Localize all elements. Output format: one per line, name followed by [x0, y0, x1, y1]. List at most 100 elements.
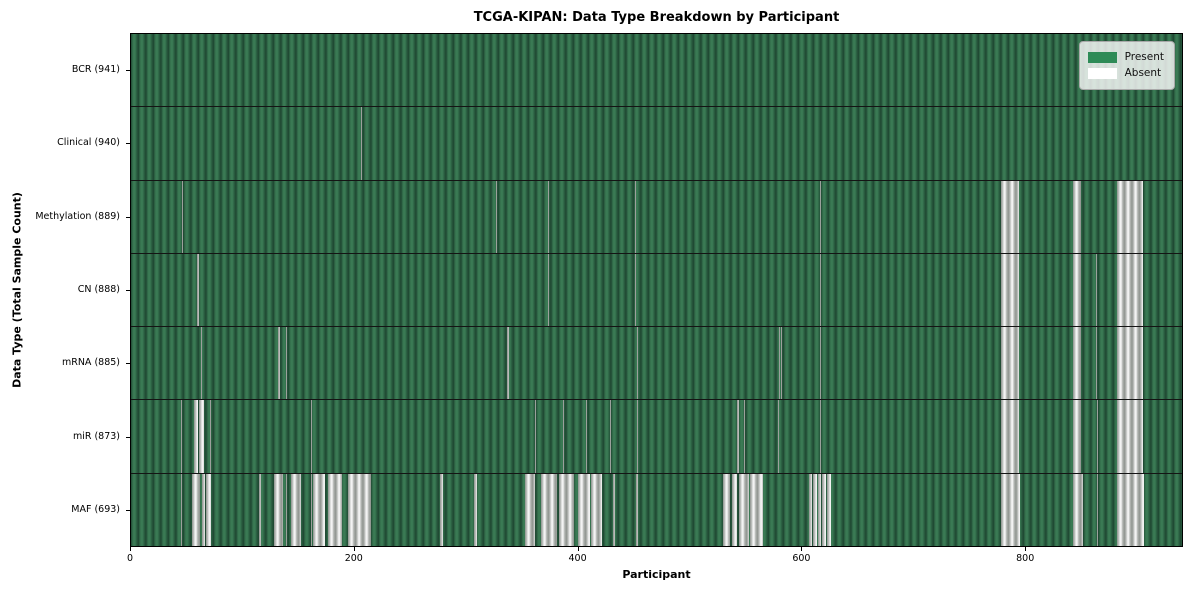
xtick-label-200: 200 — [344, 553, 363, 564]
absent-stripe — [181, 473, 183, 546]
absent-stripe — [547, 253, 549, 327]
absent-stripe — [181, 400, 183, 473]
absent-stripe — [1095, 253, 1098, 327]
row-maf — [131, 472, 1182, 546]
absent-stripe — [310, 400, 312, 473]
absent-stripe — [613, 473, 615, 546]
absent-stripe — [820, 400, 822, 473]
absent-stripe — [781, 327, 783, 400]
ytick-mark — [126, 290, 130, 291]
absent-stripe — [347, 473, 372, 546]
xtick-label-800: 800 — [1016, 553, 1035, 564]
absent-stripe — [777, 400, 779, 473]
absent-stripe — [1117, 473, 1145, 546]
absent-stripe — [820, 180, 822, 253]
absent-stripe — [591, 473, 603, 546]
legend-entry-absent: Absent — [1087, 67, 1164, 80]
absent-stripe — [635, 473, 639, 546]
absent-stripe — [273, 473, 283, 546]
absent-stripe — [1001, 327, 1019, 400]
ytick-label-methylation: Methylation (889) — [35, 210, 120, 222]
xtick-mark — [801, 547, 803, 551]
absent-stripe — [259, 473, 261, 546]
xtick-mark — [577, 547, 579, 551]
chart-title: TCGA-KIPAN: Data Type Breakdown by Parti… — [473, 10, 840, 25]
row-clinical — [131, 106, 1182, 180]
absent-stripe — [1001, 473, 1021, 546]
absent-stripe — [1117, 327, 1143, 400]
absent-stripe — [496, 180, 498, 253]
ytick-mark — [126, 363, 130, 365]
absent-stripe — [778, 327, 780, 400]
legend-patch-absent — [1087, 68, 1117, 79]
absent-stripe — [182, 180, 184, 253]
absent-stripe — [822, 473, 826, 546]
xtick-mark — [353, 547, 355, 551]
absent-stripe — [808, 473, 813, 546]
legend-patch-present — [1087, 52, 1117, 63]
absent-stripe — [1072, 473, 1083, 546]
row-mir — [131, 399, 1182, 473]
xtick-label-0: 0 — [126, 553, 134, 564]
heatmap-rows — [131, 34, 1182, 546]
xtick-mark — [130, 547, 131, 551]
absent-stripe — [547, 180, 549, 253]
ytick-mark — [126, 216, 130, 218]
absent-stripe — [1001, 400, 1019, 473]
absent-stripe — [737, 400, 739, 473]
xtick-mark — [1025, 547, 1027, 551]
absent-stripe — [826, 473, 832, 546]
absent-stripe — [1072, 327, 1082, 400]
plot-area: Present Absent — [130, 33, 1183, 547]
absent-stripe — [558, 473, 575, 546]
absent-stripe — [1072, 180, 1082, 253]
absent-stripe — [1117, 253, 1143, 327]
absent-stripe — [731, 473, 738, 546]
absent-stripe — [563, 400, 565, 473]
absent-stripe — [1072, 253, 1082, 327]
absent-stripe — [722, 473, 730, 546]
absent-stripe — [290, 473, 301, 546]
absent-stripe — [634, 253, 636, 327]
absent-stripe — [199, 400, 204, 473]
row-mrna — [131, 326, 1182, 400]
absent-stripe — [196, 253, 200, 327]
absent-stripe — [577, 473, 591, 546]
absent-stripe — [636, 400, 639, 473]
absent-stripe — [634, 180, 636, 253]
absent-stripe — [192, 473, 201, 546]
absent-stripe — [744, 400, 746, 473]
absent-stripe — [278, 327, 280, 400]
absent-stripe — [201, 327, 203, 400]
absent-stripe — [361, 107, 363, 180]
absent-stripe — [749, 473, 764, 546]
absent-stripe — [1097, 400, 1099, 473]
legend-entry-present: Present — [1087, 51, 1164, 64]
absent-stripe — [507, 327, 509, 400]
absent-stripe — [585, 400, 587, 473]
absent-stripe — [1095, 327, 1098, 400]
absent-stripe — [473, 473, 478, 546]
absent-stripe — [286, 473, 288, 546]
ytick-label-mrna: mRNA (885) — [61, 357, 120, 369]
absent-stripe — [210, 400, 212, 473]
ytick-label-maf: MAF (693) — [71, 504, 120, 516]
absent-stripe — [1001, 253, 1019, 327]
row-bcr — [131, 34, 1182, 107]
row-methylation — [131, 179, 1182, 253]
x-axis-label: Participant — [622, 568, 691, 581]
row-cn — [131, 252, 1182, 327]
absent-stripe — [1072, 400, 1082, 473]
absent-stripe — [310, 473, 312, 546]
absent-stripe — [817, 473, 822, 546]
absent-stripe — [636, 327, 639, 400]
absent-stripe — [525, 473, 536, 546]
absent-stripe — [313, 473, 326, 546]
absent-stripe — [327, 473, 343, 546]
absent-stripe — [193, 400, 198, 473]
ytick-label-mir: miR (873) — [72, 430, 120, 442]
legend-label: Absent — [1124, 67, 1162, 79]
ytick-label-bcr: BCR (941) — [71, 63, 120, 75]
absent-stripe — [1097, 473, 1099, 546]
